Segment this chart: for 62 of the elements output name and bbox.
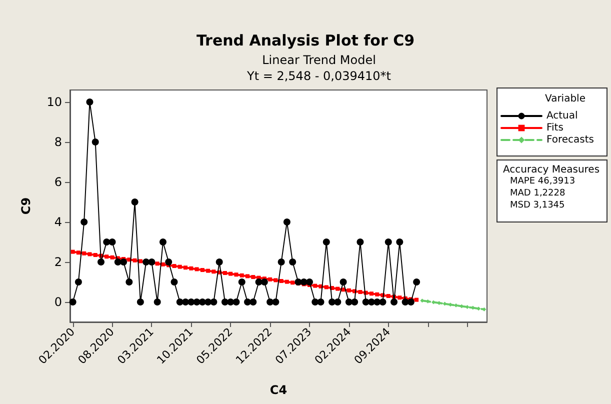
- point: [240, 273, 244, 278]
- point: [290, 280, 295, 285]
- point: [228, 272, 233, 276]
- point: [189, 266, 194, 270]
- y-tick-label: 2: [54, 255, 62, 269]
- point: [284, 280, 289, 284]
- point: [200, 268, 204, 272]
- y-tick-label: 4: [54, 215, 62, 229]
- point: [465, 305, 470, 309]
- point: [234, 272, 238, 277]
- point: [82, 251, 86, 256]
- point: [206, 268, 210, 273]
- point: [398, 296, 402, 300]
- point: [279, 279, 284, 283]
- y-axis-title: C9: [19, 197, 33, 215]
- chart-subtitle: Linear Trend Model Yt = 2,548 - 0,039410*t: [246, 53, 392, 83]
- point: [336, 286, 340, 291]
- y-tick-label: 8: [54, 135, 62, 149]
- point: [222, 271, 227, 275]
- y-tick-label: 0: [54, 295, 62, 309]
- point: [274, 278, 278, 282]
- legend-label: Forecasts: [546, 134, 594, 146]
- point: [268, 277, 272, 282]
- point: [160, 262, 165, 266]
- point: [132, 258, 137, 262]
- point: [93, 253, 98, 257]
- point: [88, 252, 92, 256]
- point: [386, 294, 390, 298]
- point: [212, 270, 216, 274]
- y-tick-label: 10: [46, 95, 62, 109]
- point: [110, 255, 114, 260]
- point: [369, 292, 374, 296]
- chart-title: Trend Analysis Plot for C9: [196, 32, 415, 50]
- point: [138, 259, 142, 264]
- point: [104, 254, 109, 259]
- point: [358, 290, 362, 294]
- point: [172, 264, 176, 268]
- point: [194, 267, 199, 272]
- point: [155, 262, 160, 266]
- legend-label: Actual: [546, 110, 578, 122]
- point: [251, 275, 256, 279]
- point: [324, 285, 328, 290]
- legend-label: Fits: [546, 122, 564, 134]
- point: [184, 266, 188, 270]
- y-tick-label: 6: [54, 175, 62, 189]
- point: [482, 307, 486, 312]
- point: [178, 264, 182, 269]
- text: MSD 3,1345: [510, 200, 565, 210]
- point: [76, 250, 80, 255]
- point: [346, 288, 351, 292]
- point: [414, 298, 419, 302]
- point: [476, 306, 481, 311]
- point: [313, 284, 318, 288]
- text: Accuracy Measures: [503, 164, 600, 176]
- point: [70, 250, 75, 254]
- text: MAD 1,2228: [510, 188, 566, 198]
- point: [246, 274, 250, 278]
- x-axis-title: C4: [270, 383, 288, 397]
- text: MAPE 46,3913: [510, 176, 576, 186]
- legend-title: Variable: [545, 94, 586, 104]
- point: [431, 300, 436, 304]
- point: [375, 292, 380, 296]
